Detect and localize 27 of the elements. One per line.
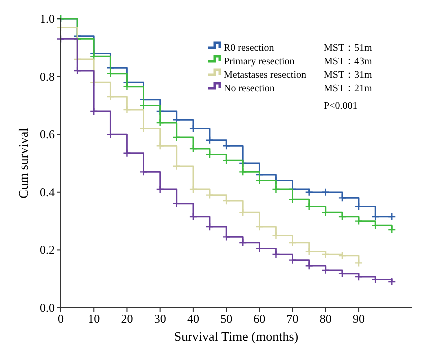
x-tick-label: 30 bbox=[154, 312, 166, 326]
x-tick-label: 70 bbox=[286, 312, 299, 326]
x-tick-label: 20 bbox=[121, 312, 134, 326]
x-tick-label: 50 bbox=[220, 312, 233, 326]
y-tick-label: 0.6 bbox=[40, 128, 55, 142]
legend-label: Primary resection bbox=[224, 56, 295, 68]
annotation: MST：31m bbox=[324, 70, 373, 81]
y-tick-label: 0.8 bbox=[40, 70, 55, 84]
annotation: P<0.001 bbox=[324, 101, 358, 112]
x-tick-label: 90 bbox=[353, 312, 366, 326]
y-tick-label: 0.4 bbox=[40, 185, 55, 200]
x-tick-label: 80 bbox=[320, 312, 332, 326]
x-tick-label: 10 bbox=[88, 312, 100, 326]
legend-label: Metastases resection bbox=[224, 70, 306, 81]
y-axis-title: Cum survival bbox=[16, 128, 31, 199]
x-tick-label: 0 bbox=[58, 312, 64, 326]
x-axis-title: Survival Time (months) bbox=[174, 329, 299, 344]
legend-label: No resection bbox=[224, 84, 275, 94]
annotation: MST：21m bbox=[324, 84, 373, 94]
annotation: MST：43m bbox=[324, 56, 373, 68]
x-tick-label: 60 bbox=[254, 312, 266, 326]
legend-label: R0 resection bbox=[224, 43, 274, 54]
annotation: MST：51m bbox=[324, 43, 373, 54]
y-tick-label: 0.0 bbox=[40, 301, 55, 315]
x-tick-label: 40 bbox=[187, 312, 200, 326]
y-tick-label: 0.2 bbox=[40, 243, 55, 258]
y-tick-label: 1.0 bbox=[40, 12, 55, 26]
